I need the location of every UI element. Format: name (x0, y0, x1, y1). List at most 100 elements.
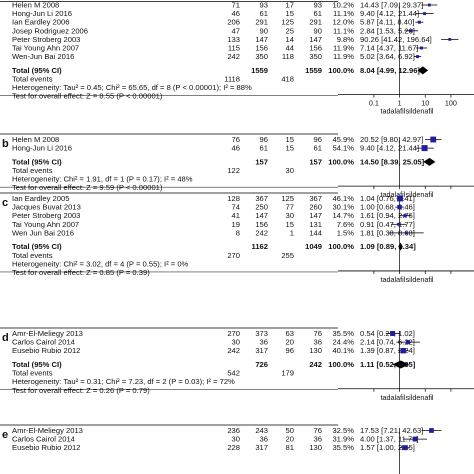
total-events-label: Total events (12, 369, 53, 378)
total-sildenafil: 90 (314, 26, 322, 35)
favours-left-label: tadalafil (381, 275, 406, 284)
study-or-ci: 1.81 [0.38, 8.68] (360, 228, 415, 237)
study-marker (417, 20, 421, 24)
study-weight: 45.9% (332, 135, 354, 144)
total-sildenafil: 36 (314, 435, 322, 444)
study-name: Carlos Cairol 2014 (12, 435, 75, 444)
study-name: Helen M 2008 (12, 1, 59, 10)
total-tadalafil: 373 (255, 329, 268, 338)
total-events-tadalafil: 542 (227, 369, 240, 378)
total-or-ci: 1.11 [0.52, 2.35] (360, 360, 416, 369)
study-or-ci: 1.57 [1.00, 2.45] (360, 443, 415, 452)
total-diamond (423, 157, 436, 166)
total-events-sildenafil: 418 (281, 74, 294, 83)
total-sildenafil: 130 (309, 443, 322, 452)
study-marker (406, 340, 411, 345)
events-tadalafil: 30 (232, 338, 240, 347)
total-tadalafil: 61 (260, 9, 268, 18)
study-marker (421, 145, 428, 152)
study-weight: 12.0% (332, 18, 354, 27)
events-tadalafil: 30 (232, 435, 240, 444)
total-events-label: Total events (12, 166, 53, 175)
total-sildenafil: 36 (314, 338, 322, 347)
study-name: Tai Young Ahn 2007 (12, 220, 79, 229)
study-weight: 35.5% (332, 329, 354, 338)
study-marker (429, 428, 434, 433)
total-sildenafil: 131 (309, 220, 322, 229)
total-events-label: Total events (12, 74, 53, 83)
total-sildenafil: 291 (309, 18, 322, 27)
study-weight: 14.7% (332, 211, 354, 220)
events-tadalafil: 133 (227, 35, 240, 44)
events-sildenafil: 25 (286, 26, 294, 35)
total-label: Total (95% CI) (12, 66, 62, 75)
total-tadalafil: 317 (255, 443, 268, 452)
study-or-ci: 4.00 [1.37, 11.73] (360, 435, 419, 444)
events-tadalafil: 76 (232, 135, 240, 144)
heterogeneity-text: Heterogeneity: Tau² = 0.45; Chi² = 65.65… (12, 83, 252, 92)
study-name: Wen-Jun Bai 2016 (12, 52, 74, 61)
favours-left-label: tadalafil (381, 393, 406, 402)
total-sildenafil: 144 (309, 228, 322, 237)
events-sildenafil: 15 (286, 220, 294, 229)
study-weight: 1.5% (337, 228, 355, 237)
events-sildenafil: 15 (286, 9, 294, 18)
total-tadalafil: 243 (255, 426, 268, 435)
study-marker (397, 204, 402, 210)
total-n-sildenafil: 242 (309, 360, 322, 369)
favours-left-label: tadalafil (381, 107, 406, 116)
study-name: Jacques Buvat 2013 (12, 203, 81, 212)
total-diamond (398, 242, 403, 251)
total-n-tadalafil: 1162 (252, 242, 268, 251)
study-or-ci: 2.14 [0.74, 6.22] (360, 338, 415, 347)
events-sildenafil: 118 (282, 52, 294, 61)
events-sildenafil: 14 (286, 35, 294, 44)
study-marker (404, 231, 408, 235)
heterogeneity-text: Heterogeneity: Chi² = 1.91, df = 1 (P = … (12, 175, 193, 184)
events-tadalafil: 74 (232, 203, 240, 212)
total-weight: 100.0% (328, 66, 354, 75)
events-tadalafil: 242 (227, 346, 240, 355)
total-n-tadalafil: 1559 (251, 66, 268, 75)
total-sildenafil: 147 (309, 35, 322, 44)
total-tadalafil: 291 (255, 18, 268, 27)
panel-letter: d (2, 332, 9, 344)
total-sildenafil: 156 (309, 44, 322, 53)
total-label: Total (95% CI) (12, 360, 62, 369)
study-or-ci: 7.14 [4.37, 11.67] (360, 44, 419, 53)
study-or-ci: 0.91 [0.47, 1.77] (360, 220, 415, 229)
favours-left-label: tadalafil (381, 190, 406, 199)
study-weight: 9.8% (337, 35, 355, 44)
overall-effect-text: Test for overall effect: Z = 9.59 (P < 0… (12, 183, 163, 192)
events-tadalafil: 46 (232, 9, 240, 18)
total-sildenafil: 61 (314, 9, 322, 18)
total-tadalafil: 367 (255, 194, 268, 203)
study-name: Peter Stroberg 2003 (12, 211, 80, 220)
study-weight: 40.1% (332, 346, 354, 355)
events-sildenafil: 125 (281, 18, 294, 27)
total-diamond (417, 66, 429, 75)
study-or-ci: 14.43 [7.09, 29.37] (360, 1, 423, 10)
total-tadalafil: 242 (255, 228, 268, 237)
total-sildenafil: 260 (309, 203, 322, 212)
study-or-ci: 20.52 [9.80, 42.97] (360, 135, 423, 144)
study-or-ci: 5.87 [4.11, 8.40] (360, 18, 414, 27)
x-tick-label: 0.1 (369, 99, 379, 108)
study-or-ci: 1.00 [0.68, 1.46] (360, 203, 415, 212)
study-name: Ian Eardley 2005 (12, 194, 69, 203)
total-tadalafil: 350 (255, 52, 268, 61)
total-sildenafil: 76 (314, 329, 322, 338)
study-marker (402, 445, 408, 451)
study-name: Tai Young Ahn 2007 (12, 44, 79, 53)
total-tadalafil: 96 (260, 135, 268, 144)
study-weight: 11.9% (333, 52, 354, 61)
total-events-tadalafil: 270 (227, 251, 240, 260)
total-diamond (392, 360, 410, 369)
events-tadalafil: 242 (227, 52, 240, 61)
study-weight: 24.4% (332, 338, 354, 347)
overall-effect-text: Test for overall effect: Z = 0.26 (P = 0… (12, 386, 150, 395)
total-weight: 100.0% (328, 360, 354, 369)
total-events-sildenafil: 255 (281, 251, 294, 260)
total-sildenafil: 130 (309, 346, 322, 355)
